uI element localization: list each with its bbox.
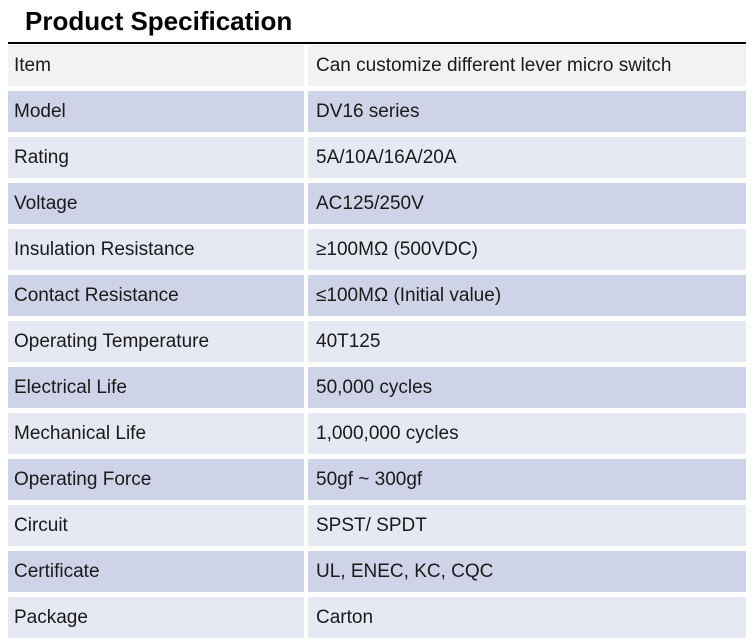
- row-label-cell: Rating: [8, 137, 304, 179]
- row-label-cell: Voltage: [8, 183, 304, 225]
- spec-row: Contact Resistance ≤100MΩ (Initial value…: [8, 275, 746, 317]
- spec-row: Insulation Resistance ≥100MΩ (500VDC): [8, 229, 746, 271]
- spec-row: Electrical Life 50,000 cycles: [8, 367, 746, 409]
- row-value-cell: SPST/ SPDT: [308, 505, 746, 547]
- row-value-cell: 50,000 cycles: [308, 367, 746, 409]
- spec-row: Operating Temperature 40T125: [8, 321, 746, 363]
- row-label-cell: Electrical Life: [8, 367, 304, 409]
- row-value-cell: 1,000,000 cycles: [308, 413, 746, 455]
- row-label-cell: Certificate: [8, 551, 304, 593]
- row-value-cell: ≥100MΩ (500VDC): [308, 229, 746, 271]
- spec-row: Item Can customize different lever micro…: [8, 45, 746, 87]
- row-label-cell: Item: [8, 45, 304, 87]
- spec-row: Model DV16 series: [8, 91, 746, 133]
- row-value-cell: AC125/250V: [308, 183, 746, 225]
- row-value-cell: Carton: [308, 597, 746, 639]
- spec-row: Circuit SPST/ SPDT: [8, 505, 746, 547]
- row-label-cell: Circuit: [8, 505, 304, 547]
- row-label-cell: Model: [8, 91, 304, 133]
- row-value-cell: Can customize different lever micro swit…: [308, 45, 746, 87]
- row-value-cell: 50gf ~ 300gf: [308, 459, 746, 501]
- row-label-cell: Operating Temperature: [8, 321, 304, 363]
- row-label-cell: Operating Force: [8, 459, 304, 501]
- row-label-cell: Mechanical Life: [8, 413, 304, 455]
- row-value-cell: 40T125: [308, 321, 746, 363]
- spec-row: Operating Force 50gf ~ 300gf: [8, 459, 746, 501]
- row-value-cell: DV16 series: [308, 91, 746, 133]
- spec-table: Item Can customize different lever micro…: [8, 42, 746, 639]
- row-label-cell: Insulation Resistance: [8, 229, 304, 271]
- row-label-cell: Package: [8, 597, 304, 639]
- row-label-cell: Contact Resistance: [8, 275, 304, 317]
- spec-row: Voltage AC125/250V: [8, 183, 746, 225]
- row-value-cell: ≤100MΩ (Initial value): [308, 275, 746, 317]
- page-title: Product Specification: [25, 6, 293, 36]
- row-value-cell: UL, ENEC, KC, CQC: [308, 551, 746, 593]
- row-value-cell: 5A/10A/16A/20A: [308, 137, 746, 179]
- spec-row: Certificate UL, ENEC, KC, CQC: [8, 551, 746, 593]
- spec-row: Package Carton: [8, 597, 746, 639]
- spec-row: Mechanical Life 1,000,000 cycles: [8, 413, 746, 455]
- spec-row: Rating 5A/10A/16A/20A: [8, 137, 746, 179]
